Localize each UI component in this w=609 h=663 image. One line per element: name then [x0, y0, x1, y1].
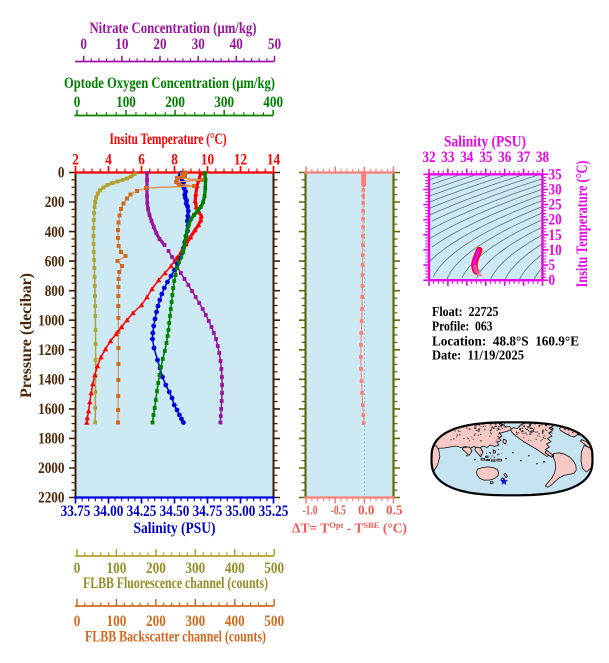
- svg-text:200: 200: [165, 94, 185, 111]
- svg-text:2200: 2200: [38, 490, 65, 507]
- svg-text:Insitu Temperature (°C): Insitu Temperature (°C): [110, 131, 227, 148]
- svg-text:300: 300: [185, 613, 205, 630]
- svg-text:35: 35: [479, 149, 492, 166]
- svg-text:33: 33: [441, 149, 454, 166]
- svg-text:12: 12: [234, 151, 247, 168]
- svg-text:38: 38: [536, 149, 549, 166]
- svg-text:20: 20: [153, 36, 166, 53]
- svg-text:34.50: 34.50: [160, 503, 190, 520]
- svg-text:25: 25: [549, 197, 562, 214]
- svg-text:1000: 1000: [38, 312, 65, 329]
- svg-text:35.00: 35.00: [226, 503, 256, 520]
- svg-text:600: 600: [45, 253, 65, 270]
- svg-text:15: 15: [549, 227, 562, 244]
- svg-text:35.25: 35.25: [259, 503, 289, 520]
- svg-text:0: 0: [74, 613, 81, 630]
- svg-text:0: 0: [74, 560, 81, 577]
- svg-text:FLBB Fluorescence channel (cou: FLBB Fluorescence channel (counts): [83, 575, 268, 592]
- svg-text:50: 50: [268, 36, 281, 53]
- svg-text:200: 200: [146, 560, 166, 577]
- svg-text:400: 400: [263, 94, 283, 111]
- svg-text:1200: 1200: [38, 342, 65, 359]
- svg-text:Float: 22725: Float: 22725: [432, 305, 499, 320]
- svg-text:0.0: 0.0: [358, 503, 375, 518]
- svg-text:30: 30: [549, 181, 562, 198]
- svg-text:0: 0: [58, 165, 65, 182]
- svg-text:400: 400: [225, 560, 245, 577]
- svg-text:0: 0: [74, 94, 81, 111]
- svg-text:Optode Oxygen Concentration (µ: Optode Oxygen Concentration (µm/kg): [64, 75, 275, 92]
- svg-text:Salinity (PSU): Salinity (PSU): [444, 134, 526, 151]
- svg-text:Date: 11/19/2025: Date: 11/19/2025: [432, 349, 524, 364]
- svg-text:35: 35: [549, 166, 562, 183]
- svg-text:200: 200: [45, 194, 65, 211]
- svg-text:Salinity (PSU): Salinity (PSU): [134, 520, 216, 537]
- svg-text:100: 100: [116, 94, 136, 111]
- svg-text:34.75: 34.75: [193, 503, 223, 520]
- svg-text:ΔT= TOpt - TSBE (°C): ΔT= TOpt - TSBE (°C): [292, 520, 407, 536]
- svg-text:Profile: 063: Profile: 063: [432, 320, 493, 335]
- svg-text:0: 0: [80, 36, 87, 53]
- svg-text:10: 10: [115, 36, 128, 53]
- svg-text:Nitrate Concentration (µm/kg): Nitrate Concentration (µm/kg): [90, 20, 257, 37]
- svg-text:37: 37: [517, 149, 530, 166]
- svg-text:-1.0: -1.0: [303, 503, 318, 518]
- svg-text:200: 200: [146, 613, 166, 630]
- svg-text:400: 400: [45, 224, 65, 241]
- svg-text:500: 500: [264, 560, 284, 577]
- svg-text:34.00: 34.00: [94, 503, 124, 520]
- svg-text:6: 6: [138, 151, 145, 168]
- svg-text:100: 100: [107, 560, 127, 577]
- svg-text:-0.5: -0.5: [331, 503, 346, 518]
- svg-text:30: 30: [192, 36, 205, 53]
- svg-text:1800: 1800: [38, 431, 65, 448]
- svg-text:300: 300: [185, 560, 205, 577]
- svg-text:Insitu Temperature (°C): Insitu Temperature (°C): [574, 161, 591, 288]
- svg-text:8: 8: [171, 151, 178, 168]
- svg-text:2000: 2000: [38, 460, 65, 477]
- svg-text:33.75: 33.75: [61, 503, 91, 520]
- svg-text:20: 20: [549, 212, 562, 229]
- svg-text:0: 0: [549, 272, 556, 289]
- svg-text:500: 500: [264, 613, 284, 630]
- svg-text:1400: 1400: [38, 372, 65, 389]
- svg-text:Pressure (decibar): Pressure (decibar): [18, 273, 35, 398]
- svg-text:1600: 1600: [38, 401, 65, 418]
- svg-text:100: 100: [107, 613, 127, 630]
- svg-text:4: 4: [105, 151, 112, 168]
- svg-text:14: 14: [267, 151, 280, 168]
- svg-text:Location: 48.8°S 160.9°E: Location: 48.8°S 160.9°E: [432, 335, 579, 350]
- svg-text:40: 40: [230, 36, 243, 53]
- svg-text:5: 5: [549, 257, 556, 274]
- svg-text:34: 34: [460, 149, 473, 166]
- svg-text:10: 10: [549, 242, 562, 259]
- svg-text:0.5: 0.5: [386, 503, 403, 518]
- svg-text:300: 300: [214, 94, 234, 111]
- svg-text:FLBB Backscatter channel (coun: FLBB Backscatter channel (counts): [85, 629, 266, 646]
- svg-text:800: 800: [45, 283, 65, 300]
- svg-text:10: 10: [201, 151, 214, 168]
- svg-text:36: 36: [498, 149, 511, 166]
- svg-text:32: 32: [422, 149, 435, 166]
- svg-text:400: 400: [225, 613, 245, 630]
- svg-text:2: 2: [72, 151, 79, 168]
- svg-text:34.25: 34.25: [127, 503, 157, 520]
